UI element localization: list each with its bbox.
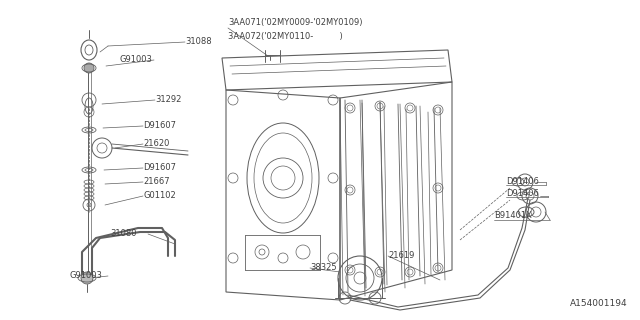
Text: 21619: 21619 [388, 252, 414, 260]
Text: 38325: 38325 [310, 263, 337, 273]
Text: 3AA071('02MY0009-'02MY0109): 3AA071('02MY0009-'02MY0109) [228, 18, 362, 27]
Circle shape [81, 272, 93, 284]
Text: 21620: 21620 [143, 140, 170, 148]
Text: D91406: D91406 [506, 178, 539, 187]
Text: G91003: G91003 [120, 55, 153, 65]
Text: 31080: 31080 [110, 229, 136, 238]
Text: A154001194: A154001194 [570, 299, 628, 308]
Circle shape [84, 63, 94, 73]
Text: 31292: 31292 [155, 95, 181, 105]
Text: 31088: 31088 [185, 37, 212, 46]
Text: 21667: 21667 [143, 178, 170, 187]
Text: B91401X: B91401X [494, 212, 532, 220]
Text: G01102: G01102 [143, 191, 176, 201]
Text: D91406: D91406 [506, 189, 539, 198]
Text: G91003: G91003 [70, 271, 103, 281]
Text: D91607: D91607 [143, 164, 176, 172]
Text: D91607: D91607 [143, 122, 176, 131]
Text: 3AA072('02MY0110-          ): 3AA072('02MY0110- ) [228, 31, 343, 41]
